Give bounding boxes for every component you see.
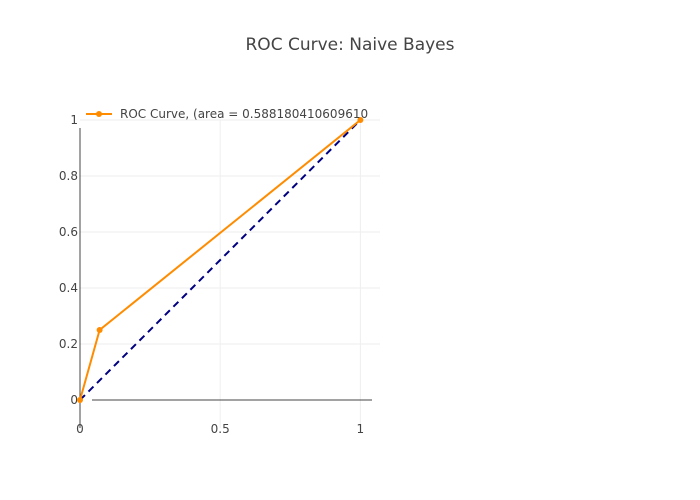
x-tick-label: 0 [76,422,84,436]
legend[interactable]: ROC Curve, (area = 0.588180410609610 [86,107,368,121]
roc-point [96,327,103,333]
grid [80,119,380,428]
legend-marker [96,111,102,117]
roc-point [77,397,83,403]
y-tick-label: 0 [70,393,78,407]
y-tick-label: 0.6 [59,225,78,239]
reference-diagonal-line [79,119,362,401]
y-tick-label: 1 [70,113,78,127]
roc-point [357,117,364,123]
y-tick-label: 0.2 [59,337,78,351]
x-tick-label: 1 [357,422,365,436]
chart-title: ROC Curve: Naive Bayes [246,35,455,55]
x-tick-label: 0.5 [211,422,230,436]
axes: 0 0.5 1 0 0.2 0.4 0.6 0.8 1 [59,113,372,436]
series-layer [77,117,364,403]
y-tick-label: 0.8 [59,169,78,183]
y-tick-label: 0.4 [59,281,78,295]
legend-item[interactable]: ROC Curve, (area = 0.588180410609610 [86,107,368,121]
legend-label: ROC Curve, (area = 0.588180410609610 [120,107,368,121]
